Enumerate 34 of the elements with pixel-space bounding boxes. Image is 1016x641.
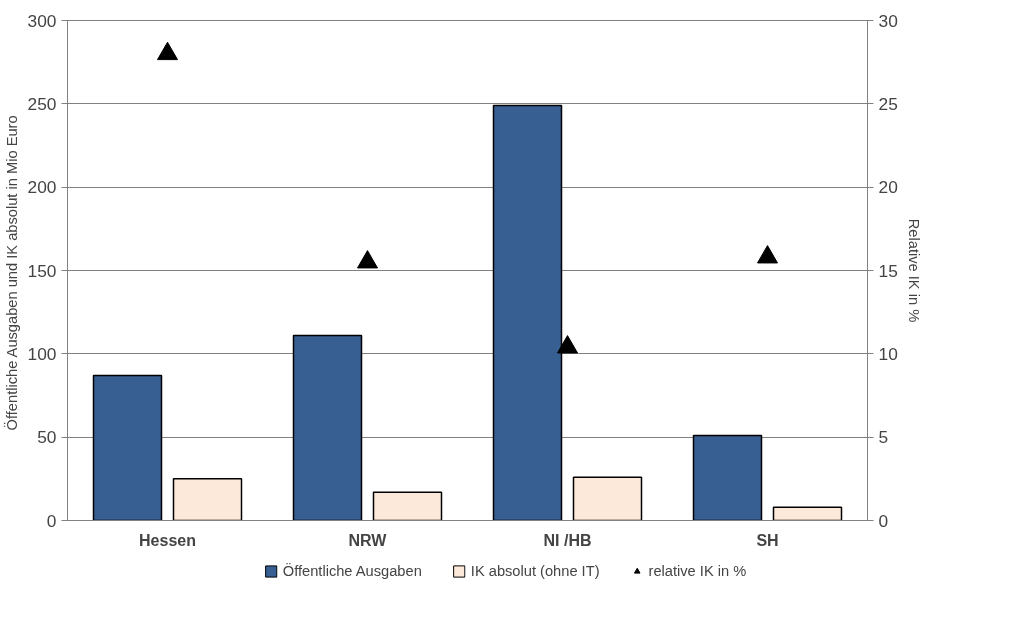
point bbox=[157, 41, 178, 61]
bar bbox=[772, 506, 843, 521]
point bbox=[757, 245, 778, 264]
bar bbox=[572, 476, 643, 521]
y2-tick-label: 10 bbox=[878, 343, 898, 364]
point bbox=[357, 250, 378, 269]
y2-tick-label: 0 bbox=[878, 510, 889, 531]
bar bbox=[372, 491, 443, 521]
y2-tick-label: 5 bbox=[878, 427, 889, 448]
bar bbox=[92, 374, 163, 521]
bar bbox=[692, 434, 763, 521]
legend-label: Öffentliche Ausgaben bbox=[282, 563, 422, 579]
y2-tick-label: 30 bbox=[878, 10, 898, 31]
bar bbox=[292, 334, 363, 521]
y2-tick-label: 25 bbox=[878, 93, 898, 114]
y-axis-title: Öffentliche Ausgaben und IK absolut in Mio Euro bbox=[2, 115, 20, 431]
legend-label: IK absolut (ohne IT) bbox=[470, 563, 600, 579]
y2-tick-label: 15 bbox=[878, 260, 898, 281]
y-tick-label: 150 bbox=[27, 260, 57, 281]
bar bbox=[172, 478, 243, 521]
x-tick-label: NI /HB bbox=[543, 531, 592, 549]
y-tick-label: 100 bbox=[27, 343, 57, 364]
y-tick-label: 250 bbox=[27, 93, 57, 114]
x-tick-label: NRW bbox=[348, 531, 388, 549]
point bbox=[557, 335, 578, 354]
y-tick-label: 50 bbox=[37, 427, 57, 448]
y-tick-label: 300 bbox=[27, 10, 57, 31]
y-tick-label: 200 bbox=[27, 177, 57, 198]
y-tick-label: 0 bbox=[46, 510, 57, 531]
y2-axis-title: Relative IK in % bbox=[905, 218, 922, 323]
y2-tick-label: 20 bbox=[878, 177, 898, 198]
legend-label: relative IK in % bbox=[648, 563, 747, 579]
x-tick-label: Hessen bbox=[139, 531, 196, 549]
x-tick-label: SH bbox=[756, 531, 779, 549]
